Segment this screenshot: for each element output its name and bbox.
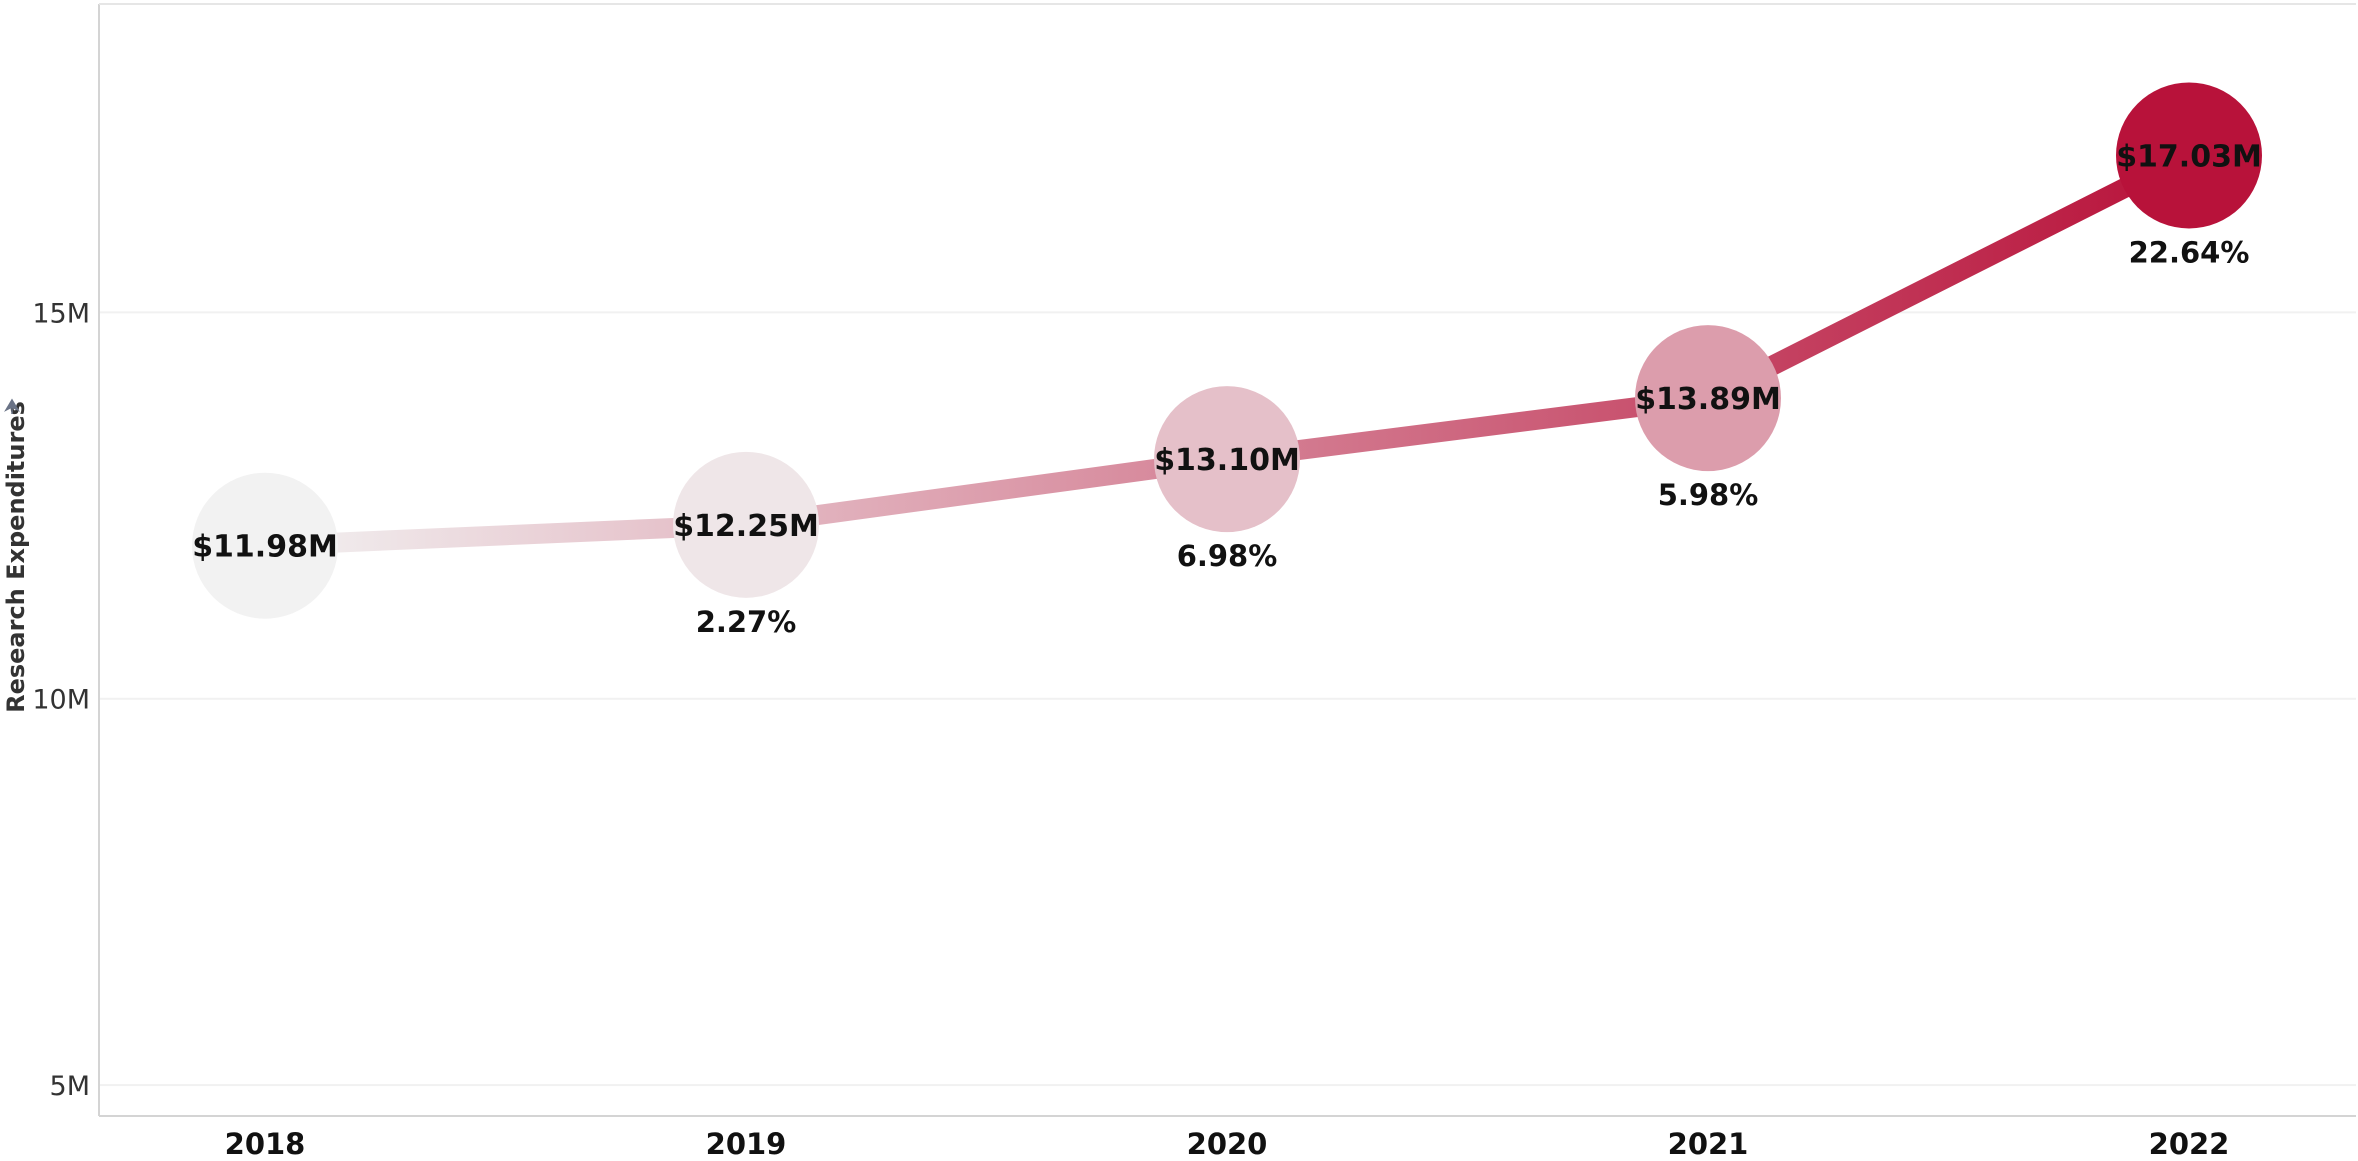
x-tick-label: 2018 [225,1127,306,1161]
data-point-marker[interactable] [192,472,338,619]
value-label: $13.89M [1635,382,1781,417]
change-label: 22.64% [2129,235,2250,269]
x-tick-label: 2021 [1668,1127,1749,1161]
y-tick-label: 5M [50,1071,90,1102]
gridlines [99,311,2356,1087]
x-tick-label: 2019 [706,1127,787,1161]
plot-frame [98,3,2356,1117]
value-label: $12.25M [673,509,819,544]
data-point-marker[interactable] [1635,325,1781,472]
data-point-marker[interactable] [1154,386,1300,533]
change-label: 5.98% [1658,478,1759,512]
change-label: 2.27% [696,605,797,639]
sort-icon[interactable] [4,398,20,414]
x-axis: 2018 2019 2020 2021 2022 [225,1127,2230,1161]
x-tick-label: 2022 [2149,1127,2230,1161]
change-label: 6.98% [1177,539,1278,573]
value-label: $17.03M [2116,139,2262,174]
data-labels: $11.98M $12.25M 2.27% $13.10M 6.98% $13.89M 5.… [192,139,2262,638]
y-axis-title: Research Expenditures [2,401,30,713]
value-label: $11.98M [192,530,338,565]
y-tick-label: 15M [32,298,90,329]
data-point-marker[interactable] [673,451,819,598]
value-label: $13.10M [1154,443,1300,478]
x-tick-label: 2020 [1187,1127,1268,1161]
data-point-marker[interactable] [2116,82,2262,229]
y-axis: Research Expenditures 5M 10M 15M [2,298,90,1102]
markers [192,82,2262,619]
y-tick-label: 10M [32,685,90,716]
